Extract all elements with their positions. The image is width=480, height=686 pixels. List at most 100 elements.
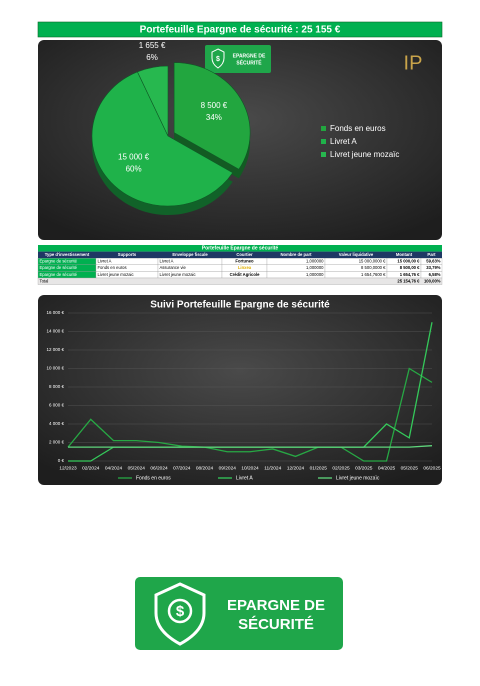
logo-dollar: $ bbox=[176, 603, 185, 620]
value-label: 1 655 € bbox=[139, 41, 166, 50]
y-tick-label: 6 000 € bbox=[49, 403, 65, 408]
table: Portefeuille Epargne de sécurité Type d'i… bbox=[37, 245, 443, 285]
cell-text: Epargne de sécurité bbox=[40, 259, 78, 264]
cell-text: Assurance vie bbox=[160, 265, 187, 270]
pie-slice bbox=[91, 71, 234, 207]
cell-text: Livret A bbox=[98, 259, 112, 264]
column-header: Type d'investissement bbox=[45, 252, 90, 257]
series-line bbox=[68, 445, 433, 448]
legend-label: Fonds en euros bbox=[330, 124, 386, 133]
x-tick-label: 02/2024 bbox=[82, 465, 100, 471]
logo-line2: SÉCURITÉ bbox=[238, 616, 314, 633]
cell-text: Livret A bbox=[160, 259, 174, 264]
total-row-bg bbox=[37, 277, 443, 285]
y-tick-label: 16 000 € bbox=[46, 310, 64, 315]
cell-text: Livret jeune mozaic bbox=[98, 272, 134, 277]
table-title-bg bbox=[38, 245, 442, 252]
badge-shield bbox=[211, 48, 225, 69]
bottom-logo: $ EPARGNE DE SÉCURITÉ bbox=[135, 577, 343, 650]
x-tick-label: 11/2024 bbox=[264, 465, 281, 471]
cell-text: Fortuneo bbox=[235, 259, 254, 264]
legend-label: Livret A bbox=[236, 475, 253, 481]
cell-text: 1 654,7600 € bbox=[361, 272, 386, 277]
cell-text: 8 500,00 € bbox=[400, 265, 420, 270]
y-tick-label: 10 000 € bbox=[46, 366, 64, 371]
chart-title: Suivi Portefeuille Epargne de sécurité bbox=[150, 300, 330, 311]
cell-text: Epargne de sécurité bbox=[40, 265, 78, 270]
badge-line1: EPARGNE DE bbox=[233, 53, 266, 59]
y-tick-label: 2 000 € bbox=[49, 440, 65, 445]
logo-shield bbox=[154, 582, 206, 646]
total-share: 100,00% bbox=[424, 278, 441, 283]
brand-logo: IP bbox=[404, 52, 423, 74]
series-line bbox=[67, 367, 433, 462]
cell-text: 1,000000 bbox=[306, 272, 324, 277]
percent-label: 34% bbox=[206, 113, 222, 122]
cell-text: 59,63% bbox=[426, 259, 440, 264]
cell-text: Fonds en euros bbox=[98, 265, 127, 270]
x-tick-label: 12/2023 bbox=[59, 465, 77, 471]
total-label: Total bbox=[40, 278, 49, 283]
logo-coin bbox=[167, 598, 193, 624]
x-tick-label: 03/2025 bbox=[355, 465, 373, 471]
y-tick-label: 14 000 € bbox=[46, 329, 64, 334]
table-title: Portefeuille Epargne de sécurité bbox=[202, 246, 279, 252]
column-header: Part bbox=[427, 252, 436, 257]
legend-swatch bbox=[321, 126, 326, 131]
x-tick-label: 01/2025 bbox=[310, 465, 328, 471]
logo-line1: EPARGNE DE bbox=[227, 597, 325, 614]
table-header-bg bbox=[38, 251, 442, 259]
x-tick-label: 06/2024 bbox=[150, 465, 168, 471]
total-amount: 25 154,76 € bbox=[397, 278, 420, 283]
column-header: Supports bbox=[118, 252, 137, 257]
cell-text: Linxea bbox=[238, 265, 252, 270]
cell-text: Crédit Agricole bbox=[230, 272, 261, 277]
cell-text: Epargne de sécurité bbox=[40, 272, 78, 277]
cell-text: Livret jeune mozaic bbox=[160, 272, 196, 277]
badge-icon: $ bbox=[216, 56, 220, 63]
column-header: Enveloppe fiscale bbox=[172, 252, 208, 257]
page-title: Portefeuille Epargne de sécurité : 25 15… bbox=[140, 25, 341, 36]
badge-box bbox=[205, 45, 271, 73]
badge-line2: SÉCURITÉ bbox=[236, 58, 262, 66]
y-tick-label: 0 € bbox=[58, 458, 65, 463]
legend-swatch bbox=[321, 139, 326, 144]
cell-text: 1,000000 bbox=[306, 259, 324, 264]
x-tick-label: 05/2024 bbox=[128, 465, 146, 471]
x-tick-label: 12/2024 bbox=[287, 465, 305, 471]
column-header: Nombre de part bbox=[281, 252, 313, 257]
cell-text: 6,58% bbox=[429, 272, 441, 277]
legend-label: Livret A bbox=[330, 137, 357, 146]
x-tick-label: 04/2024 bbox=[105, 465, 123, 471]
percent-label: 60% bbox=[126, 165, 142, 174]
column-header: Courtier bbox=[236, 252, 253, 257]
cell-text: 15 000,00 € bbox=[397, 259, 420, 264]
cell-text: 1,000000 bbox=[306, 265, 324, 270]
value-label: 15 000 € bbox=[118, 153, 150, 162]
x-tick-label: 04/2025 bbox=[378, 465, 396, 471]
x-tick-label: 05/2025 bbox=[401, 465, 419, 471]
line-panel bbox=[38, 295, 442, 485]
y-tick-label: 12 000 € bbox=[46, 347, 64, 352]
title-bar bbox=[37, 21, 443, 38]
pie-slice bbox=[173, 62, 251, 170]
legend-label: Livret jeune mozaïc bbox=[330, 150, 399, 159]
x-tick-label: 07/2024 bbox=[173, 465, 191, 471]
cell-text: 8 500,0000 € bbox=[361, 265, 386, 270]
cell-text: 1 654,76 € bbox=[400, 272, 420, 277]
legend-label: Fonds en euros bbox=[136, 475, 171, 481]
x-tick-label: 06/2025 bbox=[423, 465, 441, 471]
cell-text: 15 000,0000 € bbox=[359, 259, 386, 264]
y-tick-label: 8 000 € bbox=[49, 384, 65, 389]
x-tick-label: 09/2024 bbox=[219, 465, 237, 471]
percent-label: 6% bbox=[146, 53, 158, 62]
column-header: Valeur liquidative bbox=[339, 252, 374, 257]
pie-slice bbox=[137, 65, 169, 137]
value-label: 8 500 € bbox=[201, 101, 228, 110]
cell-text: 33,79% bbox=[426, 265, 440, 270]
column-header: Montant bbox=[396, 252, 413, 257]
badge: $ EPARGNE DE SÉCURITÉ bbox=[205, 45, 271, 73]
legend-label: Livret jeune mozaïc bbox=[336, 475, 380, 481]
